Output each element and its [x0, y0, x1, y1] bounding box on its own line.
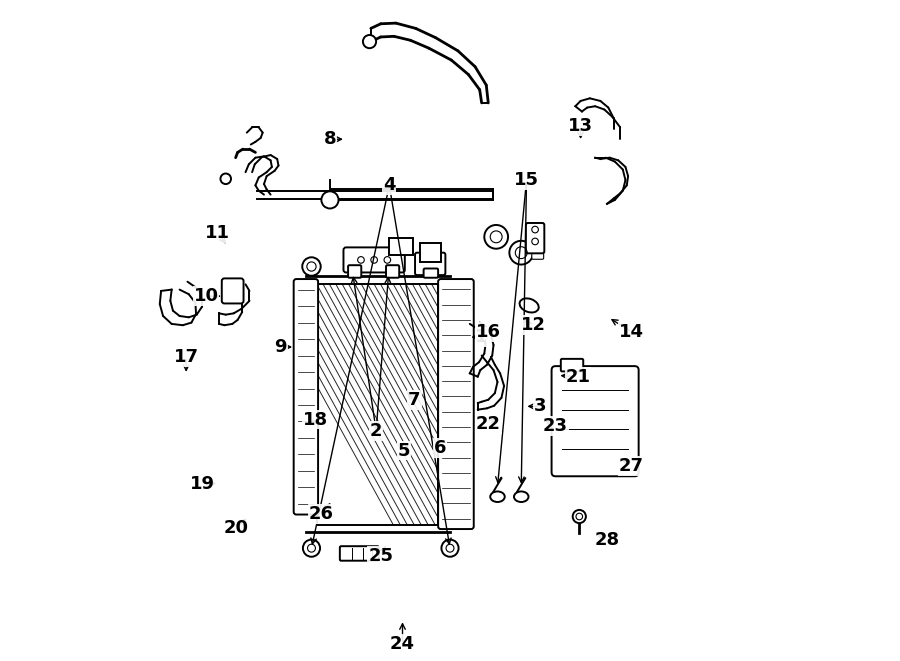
- Text: 27: 27: [619, 457, 644, 475]
- Text: 1: 1: [475, 328, 488, 346]
- Ellipse shape: [491, 491, 505, 502]
- FancyBboxPatch shape: [526, 223, 544, 253]
- FancyBboxPatch shape: [293, 279, 318, 514]
- Text: 13: 13: [568, 117, 593, 135]
- Circle shape: [484, 225, 508, 249]
- Text: 4: 4: [383, 176, 396, 194]
- FancyBboxPatch shape: [552, 366, 639, 477]
- Text: 19: 19: [190, 475, 215, 492]
- FancyBboxPatch shape: [415, 253, 446, 275]
- Text: 3: 3: [534, 397, 546, 415]
- Text: 20: 20: [223, 520, 248, 537]
- Text: 9: 9: [274, 338, 287, 356]
- FancyBboxPatch shape: [340, 546, 379, 561]
- Circle shape: [441, 539, 459, 557]
- FancyBboxPatch shape: [344, 247, 405, 272]
- Text: 14: 14: [619, 323, 644, 341]
- Text: 5: 5: [398, 442, 410, 459]
- Circle shape: [303, 539, 320, 557]
- FancyBboxPatch shape: [390, 238, 413, 255]
- Ellipse shape: [519, 298, 539, 313]
- Circle shape: [220, 174, 231, 184]
- Text: 26: 26: [309, 505, 334, 523]
- FancyBboxPatch shape: [420, 243, 441, 262]
- Text: 10: 10: [194, 287, 219, 305]
- Text: 18: 18: [303, 410, 328, 428]
- Text: 16: 16: [476, 323, 500, 341]
- FancyBboxPatch shape: [348, 265, 361, 278]
- Text: 12: 12: [521, 316, 546, 334]
- FancyBboxPatch shape: [221, 278, 244, 303]
- Circle shape: [572, 510, 586, 523]
- Text: 21: 21: [565, 368, 590, 385]
- Text: 15: 15: [514, 171, 539, 189]
- FancyBboxPatch shape: [424, 268, 438, 278]
- FancyBboxPatch shape: [386, 265, 400, 278]
- Text: 7: 7: [408, 391, 420, 408]
- Text: 23: 23: [543, 417, 568, 435]
- Circle shape: [363, 35, 376, 48]
- Text: 8: 8: [324, 130, 337, 148]
- Ellipse shape: [514, 491, 528, 502]
- Text: 2: 2: [370, 422, 382, 440]
- FancyBboxPatch shape: [438, 279, 473, 529]
- Text: 25: 25: [368, 547, 393, 565]
- Text: 22: 22: [476, 415, 500, 433]
- FancyBboxPatch shape: [532, 246, 544, 259]
- Text: 6: 6: [434, 439, 446, 457]
- Circle shape: [302, 257, 320, 276]
- FancyBboxPatch shape: [561, 359, 583, 371]
- Text: 28: 28: [594, 531, 619, 549]
- Text: 11: 11: [205, 224, 230, 242]
- Text: 24: 24: [390, 635, 415, 653]
- Text: 17: 17: [174, 348, 199, 366]
- Circle shape: [321, 191, 338, 208]
- Circle shape: [509, 241, 533, 264]
